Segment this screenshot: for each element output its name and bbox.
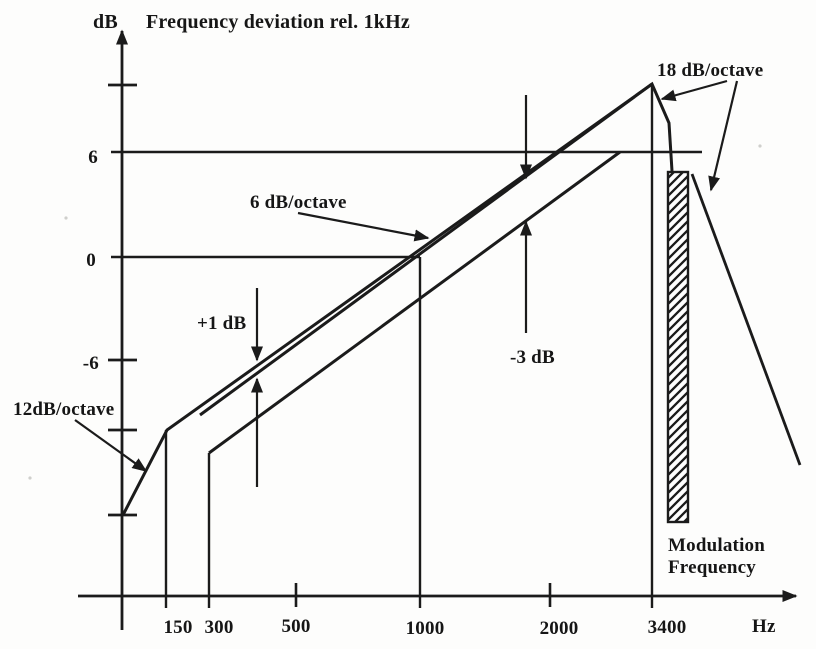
x-tick-label-300: 300 bbox=[204, 617, 233, 638]
scan-noise-dot bbox=[758, 144, 762, 148]
x-tick-label-1000: 1000 bbox=[406, 618, 445, 639]
label-12db-octave: 12dB/octave bbox=[13, 399, 114, 420]
arrow-18db-to-rolloff bbox=[708, 80, 739, 192]
label-6db-octave: 6 dB/octave bbox=[250, 192, 347, 213]
y-axis-unit: dB bbox=[93, 11, 118, 33]
label-minus3db: -3 dB bbox=[510, 347, 555, 368]
band-edge-hatched-bar bbox=[666, 170, 690, 524]
label-18db-octave: 18 dB/octave bbox=[657, 60, 763, 81]
arrow-6db-octave bbox=[297, 211, 430, 242]
scan-noise-dot bbox=[64, 216, 68, 220]
x-tick-label-500: 500 bbox=[281, 616, 310, 637]
curve-upper-limit bbox=[121, 81, 674, 516]
label-plus1db: +1 dB bbox=[197, 313, 246, 334]
x-axis-unit: Hz bbox=[752, 616, 776, 637]
curve-lower-limit bbox=[208, 150, 621, 455]
label-frequency: Frequency bbox=[668, 557, 756, 578]
y-tick-label-6: 6 bbox=[88, 147, 98, 168]
x-tick-label-2000: 2000 bbox=[540, 618, 579, 639]
x-tick-label-3400: 3400 bbox=[648, 617, 687, 638]
y-tick-label-neg6: -6 bbox=[83, 353, 99, 374]
arrow-18db-to-peak bbox=[660, 79, 728, 102]
label-modulation: Modulation bbox=[668, 535, 765, 556]
chart-title: Frequency deviation rel. 1kHz bbox=[146, 11, 410, 33]
arrow-12db-octave bbox=[74, 419, 148, 472]
curve-rolloff-right bbox=[690, 173, 802, 466]
scan-noise-dot bbox=[28, 476, 32, 480]
y-tick-label-0: 0 bbox=[86, 250, 96, 271]
x-tick-label-150: 150 bbox=[163, 617, 192, 638]
